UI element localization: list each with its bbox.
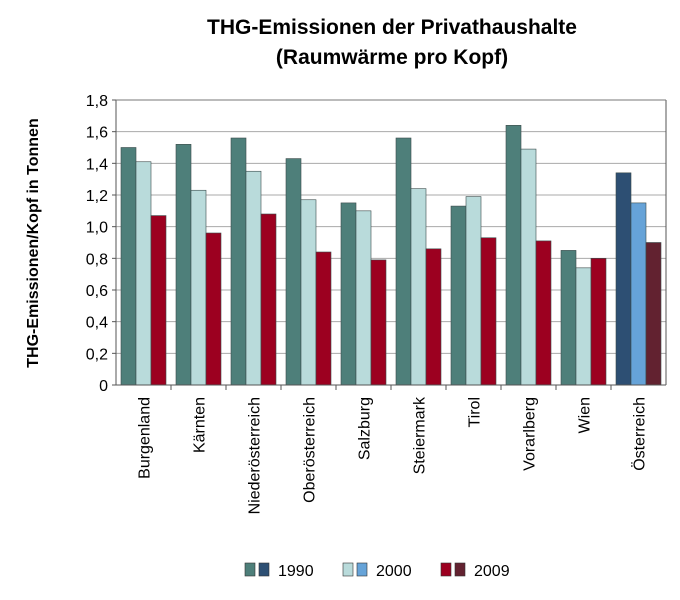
x-tick-label: Oberösterreich (302, 397, 319, 503)
legend-label-1990: 1990 (278, 563, 314, 580)
bar-2000-Oberösterreich (300, 199, 317, 386)
bar-2009-Burgenland (150, 215, 167, 386)
bar-2000-Steiermark (410, 188, 427, 386)
y-tick-label: 1,6 (86, 125, 108, 142)
legend-label-2009: 2009 (474, 563, 510, 580)
y-tick-label: 1,2 (86, 188, 108, 205)
bar-1990-Tirol (450, 205, 467, 386)
y-tick-label: 0,4 (86, 315, 108, 332)
x-tick-label: Burgenland (137, 397, 154, 479)
legend-swatch-1990 (244, 562, 256, 577)
bar-1990-Oberösterreich (285, 158, 302, 386)
x-tick-label: Salzburg (357, 397, 374, 460)
bar-1990-Vorarlberg (505, 125, 522, 386)
x-tick-label: Österreich (631, 397, 649, 471)
legend-swatch-oesterreich-2009 (454, 562, 466, 577)
x-tick-label: Wien (577, 397, 594, 433)
bar-1990-Burgenland (120, 147, 137, 386)
y-tick-label: 1,4 (86, 156, 108, 173)
bar-2009-Kärnten (205, 232, 222, 386)
x-tick-label: Tirol (467, 397, 484, 428)
legend-swatch-oesterreich-2000 (356, 562, 368, 577)
bar-1990-Kärnten (175, 144, 192, 386)
chart-title-line-2: (Raumwärme pro Kopf) (276, 46, 508, 69)
legend-label-2000: 2000 (376, 563, 412, 580)
y-tick-label: 0,2 (86, 346, 108, 363)
bar-2009-Oberösterreich (315, 251, 332, 386)
bar-1990-Niederösterreich (230, 137, 247, 386)
bar-1990-Salzburg (340, 202, 357, 386)
bar-2000-Österreich (630, 202, 647, 386)
bar-2009-Vorarlberg (535, 240, 552, 386)
bar-2009-Tirol (480, 237, 497, 386)
bar-2000-Vorarlberg (520, 148, 537, 386)
chart-title-line-1: THG-Emissionen der Privathaushalte (207, 16, 577, 39)
bar-2000-Tirol (465, 196, 482, 386)
bar-2000-Salzburg (355, 210, 372, 386)
legend-swatch-oesterreich-1990 (258, 562, 270, 577)
x-tick-label: Kärnten (192, 397, 209, 453)
bar-2000-Kärnten (190, 189, 207, 386)
bar-1990-Steiermark (395, 137, 412, 386)
y-tick-label: 0,8 (86, 251, 108, 268)
y-axis-label: THG-Emissionen/Kopf in Tonnen (25, 118, 42, 367)
bar-2009-Steiermark (425, 248, 442, 386)
legend-swatch-2009 (440, 562, 452, 577)
y-tick-label: 1,0 (86, 220, 108, 237)
bar-2009-Österreich (645, 242, 662, 386)
bar-2000-Wien (575, 267, 592, 386)
x-tick-label: Vorarlberg (522, 397, 539, 471)
legend-swatch-2000 (342, 562, 354, 577)
bar-1990-Österreich (615, 172, 632, 386)
bar-2000-Niederösterreich (245, 170, 262, 386)
bar-2000-Burgenland (135, 161, 152, 386)
y-tick-label: 1,8 (86, 93, 108, 110)
x-tick-label: Niederösterreich (247, 397, 264, 514)
bar-2009-Wien (590, 258, 607, 386)
y-tick-label: 0,6 (86, 283, 108, 300)
bar-1990-Wien (560, 250, 577, 386)
bar-2009-Salzburg (370, 259, 387, 386)
y-tick-label: 0 (99, 378, 108, 395)
x-tick-label: Steiermark (412, 396, 429, 474)
bar-2009-Niederösterreich (260, 213, 277, 386)
